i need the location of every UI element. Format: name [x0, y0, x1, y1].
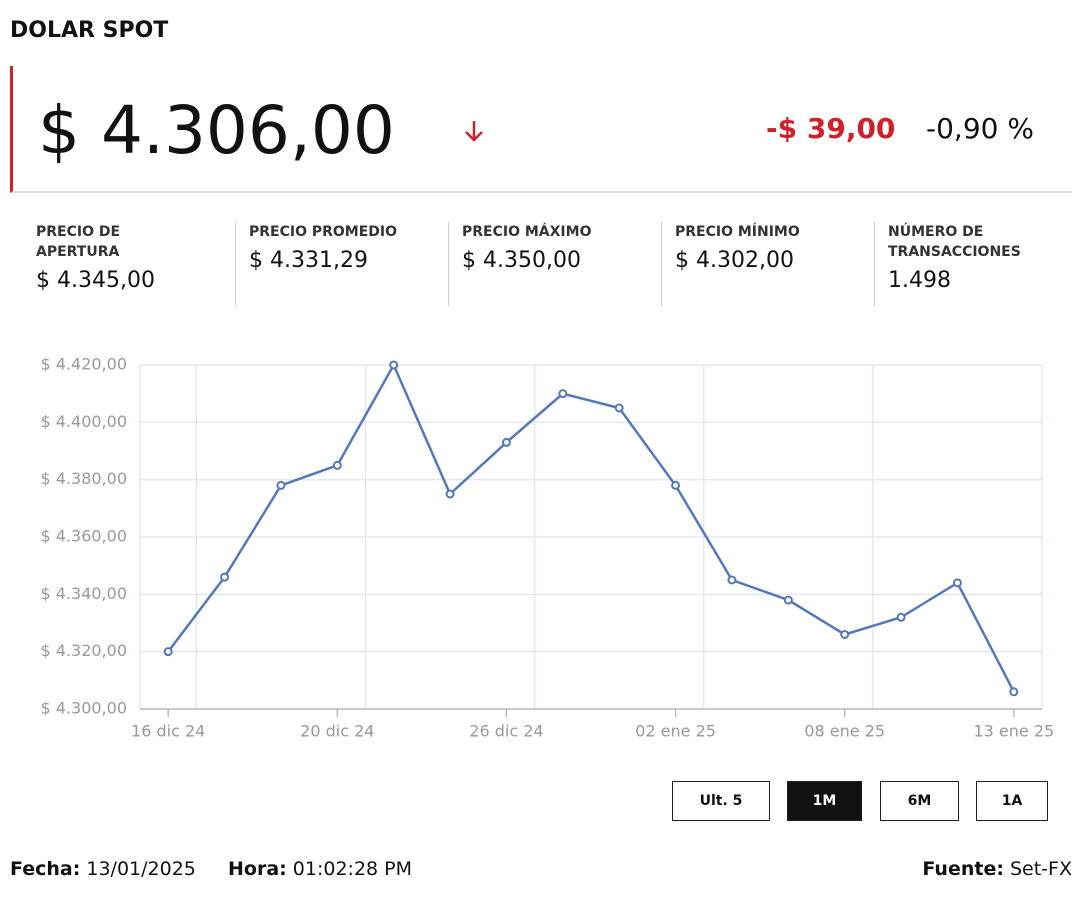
point	[614, 403, 624, 413]
y-tick-label: $ 4.320,00	[40, 641, 127, 660]
stat-label: PRECIO DE APERTURA	[36, 224, 121, 260]
price-box	[10, 66, 1072, 193]
separator	[448, 222, 449, 306]
separator	[235, 222, 236, 306]
point	[727, 575, 737, 585]
price: $ 4.306,00	[38, 92, 395, 169]
y-tick-label: $ 4.360,00	[40, 527, 127, 546]
stat: NÚMERO DE TRANSACCIONES 1.498	[888, 222, 1078, 306]
y-tick-label: $ 4.400,00	[40, 412, 127, 431]
source: Fuente: Set-FX	[922, 858, 1072, 880]
point	[783, 595, 793, 605]
stat-value: 1.498	[888, 268, 951, 293]
change-pct: -0,90 %	[926, 112, 1034, 145]
y-tick-label: $ 4.380,00	[40, 469, 127, 488]
line	[167, 362, 1015, 693]
x-tick-label: 13 ene 25	[973, 722, 1054, 741]
stat-label: NÚMERO DE TRANSACCIONES	[888, 224, 1021, 260]
chart: $ 4.300,00 $ 4.320,00 $ 4.340,00 $ 4.360,00…	[40, 355, 1054, 741]
point	[896, 612, 906, 622]
time-value: 01:02:28 PM	[292, 858, 413, 880]
range-button[interactable]: 1M	[787, 781, 862, 821]
range-button[interactable]: 6M	[880, 781, 959, 821]
stat-label: PRECIO PROMEDIO	[249, 224, 398, 240]
point	[220, 572, 230, 582]
date: Fecha: 13/01/2025	[10, 858, 196, 880]
point	[840, 629, 850, 639]
source-label: Fuente:	[922, 858, 1004, 880]
point	[389, 360, 399, 370]
x-tick-label: 26 dic 24	[469, 722, 543, 741]
x-tick-label: 02 ene 25	[635, 722, 716, 741]
point	[445, 489, 455, 499]
point	[332, 460, 342, 470]
stat: PRECIO MÍNIMO $ 4.302,00	[675, 222, 865, 306]
range-button[interactable]: Ult. 5	[672, 781, 770, 821]
source-value: Set-FX	[1009, 858, 1072, 880]
date-label: Fecha:	[10, 858, 81, 880]
point	[671, 480, 681, 490]
stat-label: PRECIO MÁXIMO	[462, 224, 592, 240]
stat-value: $ 4.345,00	[36, 268, 155, 293]
point	[163, 647, 173, 657]
stat: PRECIO PROMEDIO $ 4.331,29	[249, 222, 439, 306]
separator	[874, 222, 875, 306]
date-value: 13/01/2025	[86, 858, 196, 880]
point	[1009, 687, 1019, 697]
x-tick-label: 08 ene 25	[804, 722, 885, 741]
point	[276, 480, 286, 490]
change: -$ 39,00	[766, 112, 896, 145]
stat-label: PRECIO MÍNIMO	[675, 224, 800, 240]
stat-value: $ 4.350,00	[462, 248, 581, 273]
down-arrow	[465, 121, 483, 142]
time: Hora: 01:02:28 PM	[228, 858, 412, 880]
stat: PRECIO MÁXIMO $ 4.350,00	[462, 222, 652, 306]
point	[558, 389, 568, 399]
range-button[interactable]: 1A	[976, 781, 1048, 821]
x-tick-label: 16 dic 24	[131, 722, 205, 741]
point	[952, 578, 962, 588]
separator	[661, 222, 662, 306]
stat-value: $ 4.302,00	[675, 248, 794, 273]
point	[501, 437, 511, 447]
stat: PRECIO DE APERTURA $ 4.345,00	[36, 222, 226, 306]
y-tick-label: $ 4.300,00	[40, 699, 127, 718]
y-tick-label: $ 4.420,00	[40, 355, 127, 374]
title: DOLAR SPOT	[10, 18, 169, 43]
time-label: Hora:	[228, 858, 287, 880]
x-tick-label: 20 dic 24	[300, 722, 374, 741]
stat-value: $ 4.331,29	[249, 248, 368, 273]
y-tick-label: $ 4.340,00	[40, 584, 127, 603]
